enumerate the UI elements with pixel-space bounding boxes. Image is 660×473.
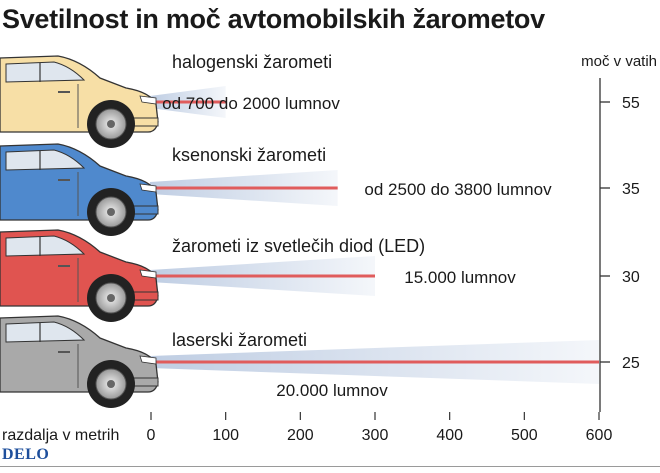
footer-divider bbox=[0, 466, 660, 467]
category-label: laserski žarometi bbox=[172, 330, 307, 350]
x-tick-label: 0 bbox=[147, 427, 156, 444]
chart-title: Svetilnost in moč avtomobilskih žarometo… bbox=[2, 4, 545, 34]
car-illustration bbox=[0, 229, 159, 322]
lumen-annotation: 15.000 lumnov bbox=[404, 268, 516, 287]
lumen-annotation: od 2500 do 3800 lumnov bbox=[364, 180, 552, 199]
x-tick-label: 400 bbox=[436, 427, 463, 444]
power-value-label: 55 bbox=[622, 95, 640, 112]
x-tick-label: 500 bbox=[511, 427, 538, 444]
car-illustration bbox=[0, 315, 159, 408]
lumen-annotation: od 700 do 2000 lumnov bbox=[162, 94, 340, 113]
x-axis-label: razdalja v metrih bbox=[2, 427, 119, 444]
lumen-annotation: 20.000 lumnov bbox=[276, 381, 388, 400]
category-label: ksenonski žarometi bbox=[172, 145, 326, 165]
x-tick-label: 600 bbox=[586, 427, 613, 444]
x-tick-label: 100 bbox=[212, 427, 239, 444]
source-logo: DELO bbox=[2, 446, 50, 463]
power-axis-label: moč v vatih bbox=[581, 53, 657, 70]
x-tick-label: 200 bbox=[287, 427, 314, 444]
x-tick-label: 300 bbox=[362, 427, 389, 444]
power-value-label: 30 bbox=[622, 269, 640, 286]
power-value-label: 25 bbox=[622, 355, 640, 372]
category-label: halogenski žarometi bbox=[172, 52, 332, 72]
category-label: žarometi iz svetlečih diod (LED) bbox=[172, 236, 425, 256]
car-illustration bbox=[0, 55, 159, 148]
power-value-label: 35 bbox=[622, 181, 640, 198]
car-illustration bbox=[0, 143, 159, 236]
